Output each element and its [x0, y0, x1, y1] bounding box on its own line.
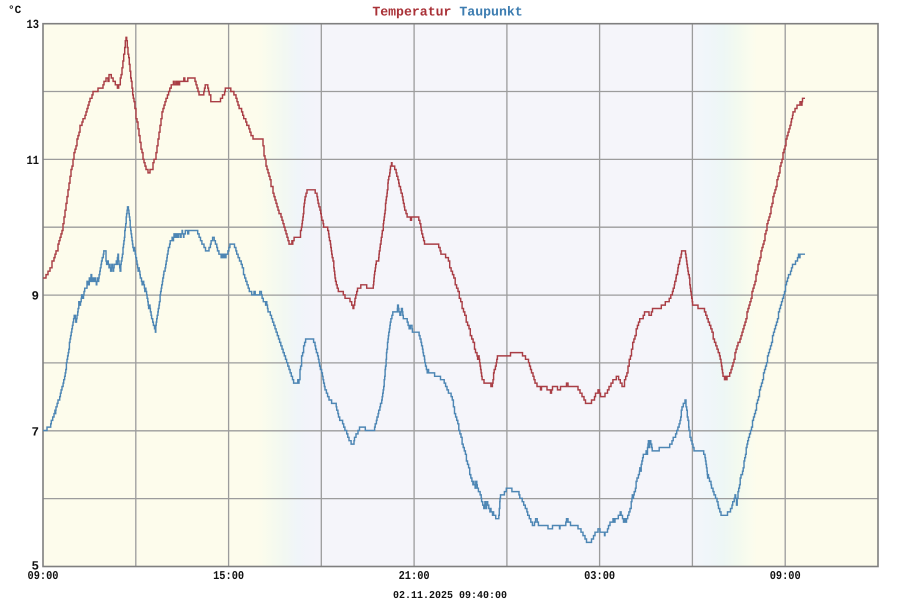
- svg-text:Temperatur Taupunkt: Temperatur Taupunkt: [372, 5, 522, 20]
- svg-text:7: 7: [31, 425, 39, 439]
- svg-text:°C: °C: [8, 5, 22, 17]
- svg-text:03:00: 03:00: [584, 569, 615, 583]
- svg-text:09:00: 09:00: [28, 569, 59, 583]
- svg-text:15:00: 15:00: [213, 569, 244, 583]
- svg-text:9: 9: [31, 290, 39, 304]
- svg-text:21:00: 21:00: [399, 569, 430, 583]
- svg-text:02.11.2025 09:40:00: 02.11.2025 09:40:00: [393, 590, 507, 600]
- svg-text:5: 5: [31, 560, 39, 574]
- svg-text:09:00: 09:00: [770, 569, 801, 583]
- svg-text:13: 13: [27, 18, 40, 32]
- svg-text:11: 11: [27, 154, 40, 168]
